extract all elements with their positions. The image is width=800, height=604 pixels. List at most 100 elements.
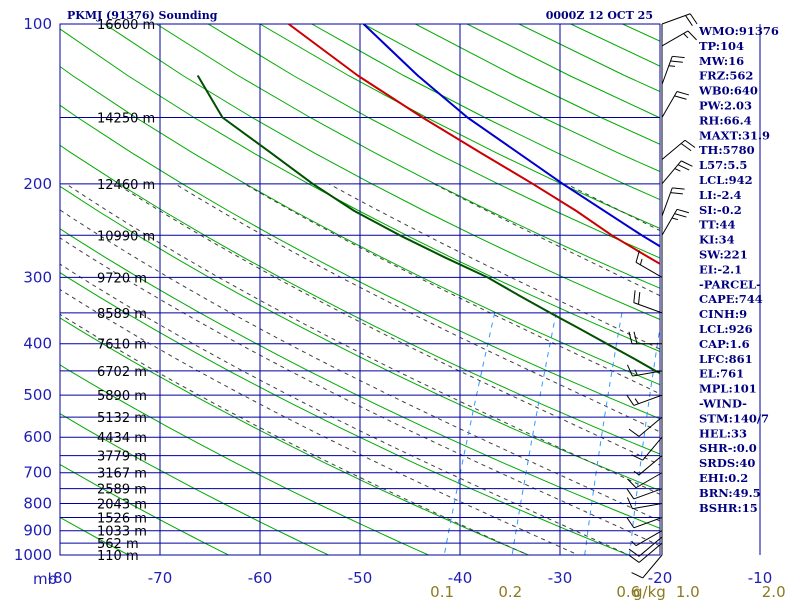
height-label: 2589 m — [97, 483, 147, 498]
index-value: EI:-2.1 — [699, 262, 742, 276]
index-value: SW:221 — [699, 248, 748, 262]
wind-barb — [627, 473, 662, 488]
index-value: -PARCEL- — [699, 277, 761, 291]
index-value: L57:5.5 — [699, 158, 747, 172]
mixing-ratio-line — [583, 313, 622, 566]
valid-time: 0000Z 12 OCT 25 — [546, 9, 653, 22]
mixing-ratio-line — [510, 313, 556, 566]
wind-barb — [634, 290, 662, 313]
wind-barb-half-flag — [669, 66, 675, 67]
height-label: 14250 m — [97, 112, 155, 127]
pressure-label: 100 — [23, 15, 52, 33]
temperature-tick-label: -30 — [548, 569, 573, 587]
index-value: CAPE:744 — [699, 292, 763, 306]
pressure-label: 1000 — [14, 546, 52, 564]
wind-barb-flag — [681, 143, 691, 150]
height-label: 6702 m — [97, 365, 147, 380]
pressure-unit-label: mb — [33, 570, 57, 588]
index-value: LI:-2.4 — [699, 188, 742, 202]
moist-adiabat — [566, 184, 800, 567]
index-value: CINH:9 — [699, 307, 747, 321]
height-label: 10990 m — [97, 229, 155, 244]
wind-barb-flag — [677, 92, 689, 95]
pressure-label: 900 — [23, 522, 52, 540]
mixing-ratio-line — [774, 313, 792, 566]
height-label: 12460 m — [97, 178, 155, 193]
height-label: 9720 m — [97, 271, 147, 286]
moist-adiabat — [0, 184, 603, 567]
wind-barb-flag — [671, 193, 683, 194]
wind-barb-half-flag — [675, 169, 681, 172]
wind-barb-staff — [639, 417, 662, 436]
index-value: RH:66.4 — [699, 113, 752, 127]
wind-barb-flag — [678, 165, 689, 170]
wind-barbs — [627, 14, 697, 578]
index-value: WMO:91376 — [698, 24, 779, 38]
dry-adiabat — [0, 24, 353, 566]
wind-barb — [627, 518, 662, 528]
height-label: 5890 m — [97, 389, 147, 404]
wind-barb — [662, 56, 685, 84]
mixing-ratio-label: 1.0 — [676, 583, 700, 600]
index-value: BSHR:15 — [699, 501, 758, 515]
index-value: LFC:861 — [699, 352, 753, 366]
wind-barb-flag — [685, 15, 692, 25]
index-value: TP:104 — [699, 39, 744, 53]
height-label: 2043 m — [97, 498, 147, 513]
wind-barb-flag — [634, 290, 635, 302]
index-value: STM:140/7 — [699, 411, 769, 425]
height-label: 3167 m — [97, 467, 147, 482]
pressure-label: 700 — [23, 464, 52, 482]
wind-barb-staff — [639, 456, 662, 475]
stability-indices: WMO:91376TP:104MW:16FRZ:562WB0:640PW:2.0… — [698, 24, 779, 515]
wind-barb-flag — [639, 292, 640, 304]
index-value: WB0:640 — [698, 84, 758, 98]
index-value: MAXT:31.9 — [699, 128, 770, 142]
wind-barb-flag — [681, 161, 692, 166]
index-value: EHI:0.2 — [699, 471, 748, 485]
wind-barb-flag — [632, 573, 643, 578]
wind-barb-flag — [636, 250, 639, 262]
mixing-ratio-line — [442, 313, 495, 566]
wind-barb — [662, 161, 692, 184]
wind-barb-half-flag — [684, 33, 688, 37]
index-value: LCL:926 — [699, 322, 753, 336]
wind-barb-flag — [672, 188, 684, 189]
index-value: SHR-:0.0 — [699, 441, 757, 455]
wind-barb — [662, 140, 695, 159]
index-value: MPL:101 — [699, 382, 757, 396]
index-value: SI:-0.2 — [699, 203, 742, 217]
wind-barb — [627, 489, 662, 499]
dry-adiabat — [53, 24, 800, 566]
index-value: HEL:33 — [699, 426, 747, 440]
height-label: 3779 m — [97, 450, 147, 465]
dry-adiabat — [571, 24, 800, 566]
wind-barb-flag — [629, 555, 639, 562]
height-label: 5132 m — [97, 411, 147, 426]
temperature-tick-label: -50 — [348, 569, 373, 587]
index-value: EL:761 — [699, 367, 744, 381]
mixing-ratio-label: 0.1 — [430, 583, 454, 600]
wind-barb-flag — [688, 31, 697, 40]
axis-labels: 1002003004005006007008009001000-80-70-60… — [14, 15, 800, 600]
index-value: -WIND- — [699, 397, 747, 411]
index-value: LCL:942 — [699, 173, 753, 187]
index-value: KI:34 — [699, 233, 735, 247]
pressure-label: 600 — [23, 428, 52, 446]
index-value: PW:2.03 — [699, 99, 752, 113]
wind-barb-flag — [685, 140, 695, 147]
moist-adiabat — [66, 184, 800, 567]
mixing-ratio-label: 0.2 — [498, 583, 522, 600]
index-value: TH:5780 — [699, 143, 755, 157]
wind-barb-half-flag — [672, 218, 678, 220]
wind-barb-flag — [627, 395, 634, 405]
wind-barb-flag — [672, 56, 684, 57]
pressure-label: 200 — [23, 175, 52, 193]
pressure-label: 300 — [23, 268, 52, 286]
wind-barb-flag — [677, 209, 689, 212]
index-value: BRN:49.5 — [699, 486, 761, 500]
wind-barb-staff — [636, 473, 662, 488]
index-value: CAP:1.6 — [699, 337, 750, 351]
moist-adiabat — [117, 184, 800, 567]
